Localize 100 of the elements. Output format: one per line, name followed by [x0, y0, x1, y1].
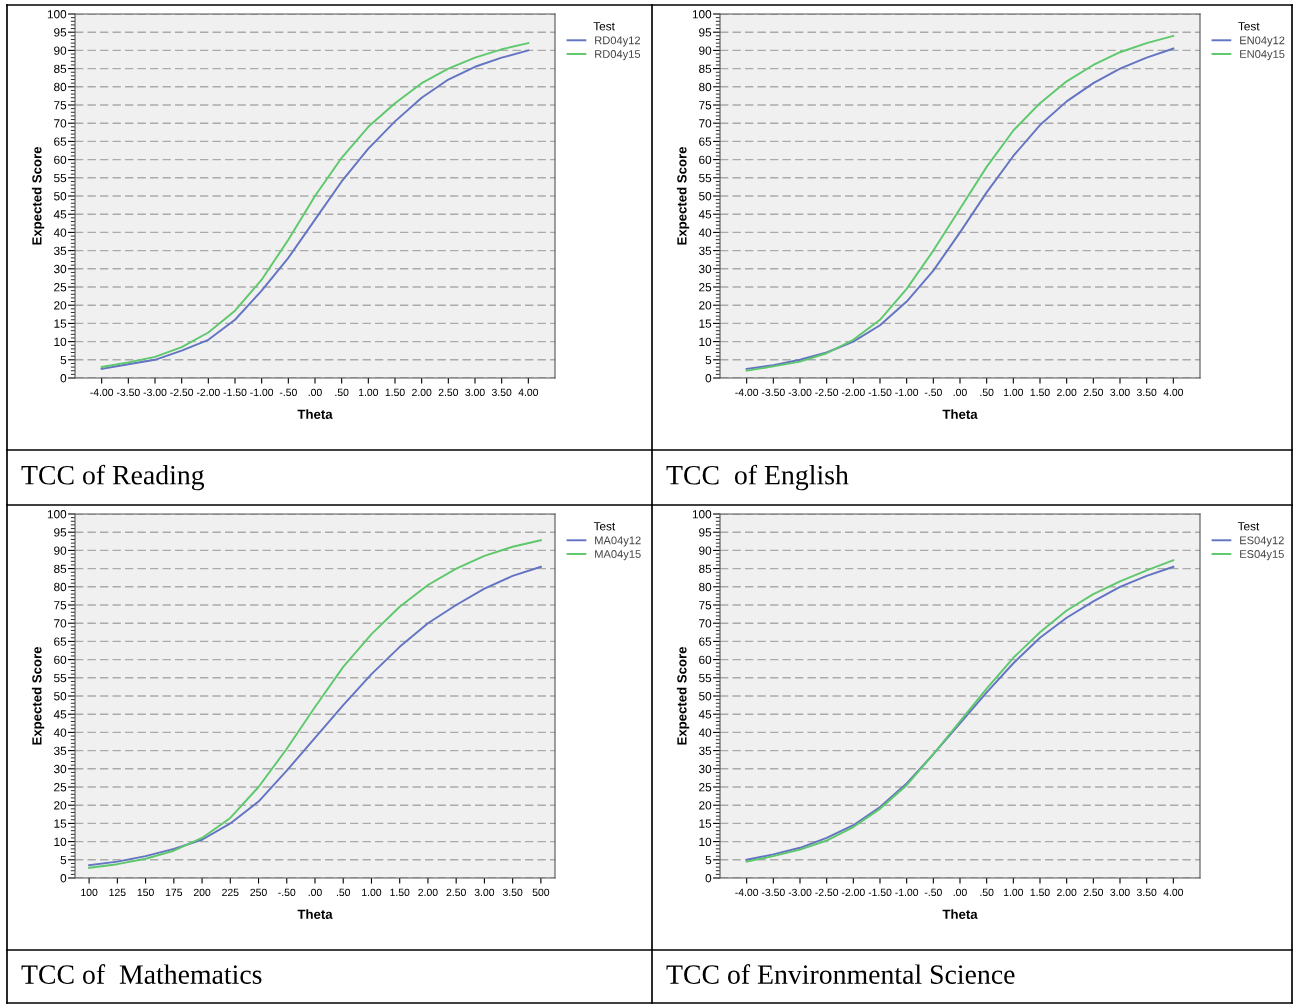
legend-label: ES04y15	[1240, 550, 1284, 561]
legend-label: ES04y12	[1240, 536, 1284, 547]
x-tick-label: 1.50	[390, 888, 410, 897]
x-axis-title: Theta	[942, 409, 978, 419]
y-tick-label: 70	[54, 119, 67, 128]
y-tick-label: 30	[698, 264, 712, 274]
x-tick-label: 2.00	[1057, 388, 1077, 397]
y-tick-label: 10	[54, 837, 67, 846]
y-tick-label: 45	[698, 210, 712, 219]
y-tick-label: 20	[699, 301, 712, 310]
x-tick-label: 175	[165, 888, 183, 897]
legend-title: Test	[593, 522, 616, 531]
legend-title: Test	[1237, 522, 1260, 531]
y-tick-label: 30	[53, 764, 67, 774]
y-tick-label: 45	[53, 210, 67, 219]
x-tick-label: 3.50	[1136, 888, 1157, 897]
y-tick-label: 10	[699, 837, 712, 846]
x-tick-label: -4.00	[90, 388, 114, 397]
y-tick-label: 90	[699, 546, 712, 555]
x-tick-label: 125	[109, 888, 126, 897]
y-tick-label: 0	[60, 874, 67, 883]
x-tick-label: -3.50	[761, 888, 785, 897]
x-tick-label: 250	[250, 888, 267, 897]
y-axis-title: Expected Score	[31, 646, 45, 745]
y-tick-label: 25	[699, 283, 712, 292]
y-tick-label: 50	[699, 192, 712, 201]
y-tick-label: 15	[699, 819, 712, 828]
x-tick-label: .50	[336, 888, 351, 897]
y-tick-label: 75	[699, 101, 712, 110]
x-tick-label: 1.50	[385, 388, 405, 397]
y-tick-label: 45	[698, 710, 712, 719]
x-tick-label: 1.50	[1030, 388, 1050, 397]
x-tick-label: 2.00	[418, 888, 438, 897]
x-tick-label: .50	[980, 388, 994, 397]
y-tick-label: 5	[705, 355, 712, 365]
y-tick-label: 50	[54, 692, 67, 701]
y-tick-label: 80	[54, 582, 67, 592]
y-tick-label: 25	[54, 783, 67, 792]
y-tick-label: 85	[699, 564, 712, 573]
text: TCC of English	[666, 464, 849, 491]
y-tick-label: 55	[699, 673, 712, 683]
y-tick-label: 55	[699, 173, 712, 183]
x-tick-label: -3.00	[788, 388, 812, 397]
y-tick-label: 20	[54, 801, 67, 810]
y-tick-label: 40	[53, 228, 67, 237]
y-tick-label: 40	[698, 228, 712, 237]
x-tick-label: 1.00	[1003, 888, 1024, 897]
y-tick-label: 20	[54, 301, 67, 310]
x-tick-label: 3.00	[1110, 888, 1130, 897]
x-tick-label: -2.00	[841, 888, 865, 897]
x-tick-label: 3.00	[1110, 388, 1130, 397]
x-tick-label: 4.00	[1163, 388, 1184, 397]
y-tick-label: 0	[705, 374, 712, 383]
y-tick-label: 100	[692, 510, 712, 519]
legend-label: EN04y15	[1240, 50, 1285, 61]
x-tick-label: -2.00	[196, 388, 220, 397]
y-tick-label: 10	[54, 337, 67, 346]
y-tick-label: 5	[60, 855, 67, 865]
y-tick-label: 35	[698, 746, 712, 755]
x-axis-title: Theta	[297, 409, 333, 419]
y-tick-label: 65	[699, 637, 712, 646]
y-tick-label: 70	[699, 619, 712, 628]
y-tick-label: 40	[53, 728, 67, 737]
y-tick-label: 95	[54, 28, 67, 37]
y-tick-label: 55	[54, 173, 67, 183]
y-tick-label: 60	[699, 155, 712, 164]
y-tick-label: 35	[53, 746, 67, 755]
x-tick-label: 2.50	[446, 888, 466, 897]
y-tick-label: 15	[54, 819, 67, 828]
x-tick-label: -1.00	[895, 388, 919, 397]
y-tick-label: 85	[54, 564, 67, 573]
legend-label: MA04y12	[595, 536, 641, 547]
x-tick-label: -2.00	[841, 388, 865, 397]
x-tick-label: .00	[308, 888, 322, 897]
x-tick-label: .50	[335, 388, 349, 397]
y-axis-title: Expected Score	[31, 146, 45, 245]
y-tick-label: 0	[60, 374, 67, 383]
x-tick-label: -3.00	[143, 388, 167, 397]
x-tick-label: -.50	[924, 388, 942, 397]
y-tick-label: 95	[699, 28, 712, 37]
y-tick-label: 50	[54, 192, 67, 201]
y-axis-title: Expected Score	[676, 146, 690, 245]
y-tick-label: 65	[54, 637, 67, 646]
y-tick-label: 85	[699, 64, 712, 73]
x-tick-label: 1.00	[362, 888, 382, 897]
y-tick-label: 100	[47, 510, 67, 519]
y-tick-label: 80	[699, 82, 712, 92]
y-tick-label: 45	[53, 710, 67, 719]
x-tick-label: -.50	[924, 888, 942, 897]
x-tick-label: 4.00	[518, 388, 539, 397]
x-axis-title: Theta	[297, 909, 333, 919]
y-tick-label: 75	[54, 101, 67, 110]
x-tick-label: .00	[953, 388, 967, 397]
x-tick-label: 4.00	[1163, 888, 1184, 897]
x-tick-label: 3.50	[502, 888, 523, 897]
y-axis-title: Expected Score	[676, 646, 690, 745]
x-tick-label: 1.00	[358, 388, 379, 397]
y-tick-label: 65	[54, 137, 67, 146]
x-tick-label: 2.00	[412, 388, 432, 397]
y-tick-label: 50	[699, 692, 712, 701]
